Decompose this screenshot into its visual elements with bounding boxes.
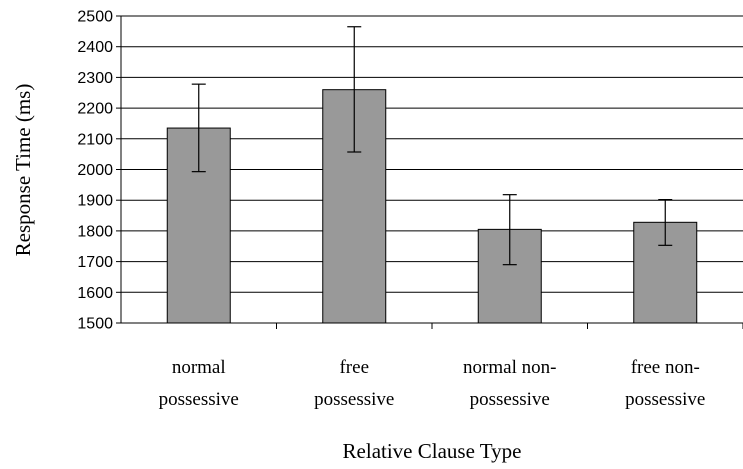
y-tick-label: 2400 [77,39,113,56]
y-tick-label: 1500 [77,316,113,333]
x-tick-label: normal [172,357,226,378]
y-tick-label: 2100 [77,131,113,148]
x-axis-title: Relative Clause Type [343,439,522,463]
error-bars [191,26,673,266]
y-tick-labels: 1500 1600 1700 1800 1900 2000 2100 2200 2300 2400… [77,9,113,333]
x-tick-label: possessive [470,389,550,410]
x-tick-label: normal non- [463,357,556,378]
bars [166,89,698,324]
x-tick-labels: normal possessive free possessive normal non… [159,357,706,410]
x-tick-label: possessive [159,389,239,410]
y-tick-label: 1700 [77,254,113,271]
x-tick-label: free [339,357,369,378]
y-tick-label: 1900 [77,193,113,210]
y-tick-label: 1600 [77,285,113,302]
y-tick-label: 1800 [77,223,113,240]
x-tick-label: free non- [631,357,700,378]
y-tick-label: 2000 [77,162,113,179]
axes [116,15,743,329]
x-tick-label: possessive [314,389,394,410]
y-tick-label: 2200 [77,101,113,118]
y-tick-label: 2500 [77,9,113,26]
y-tick-label: 2300 [77,70,113,87]
x-tick-label: possessive [625,389,705,410]
y-axis-title: Response Time (ms) [11,84,35,257]
